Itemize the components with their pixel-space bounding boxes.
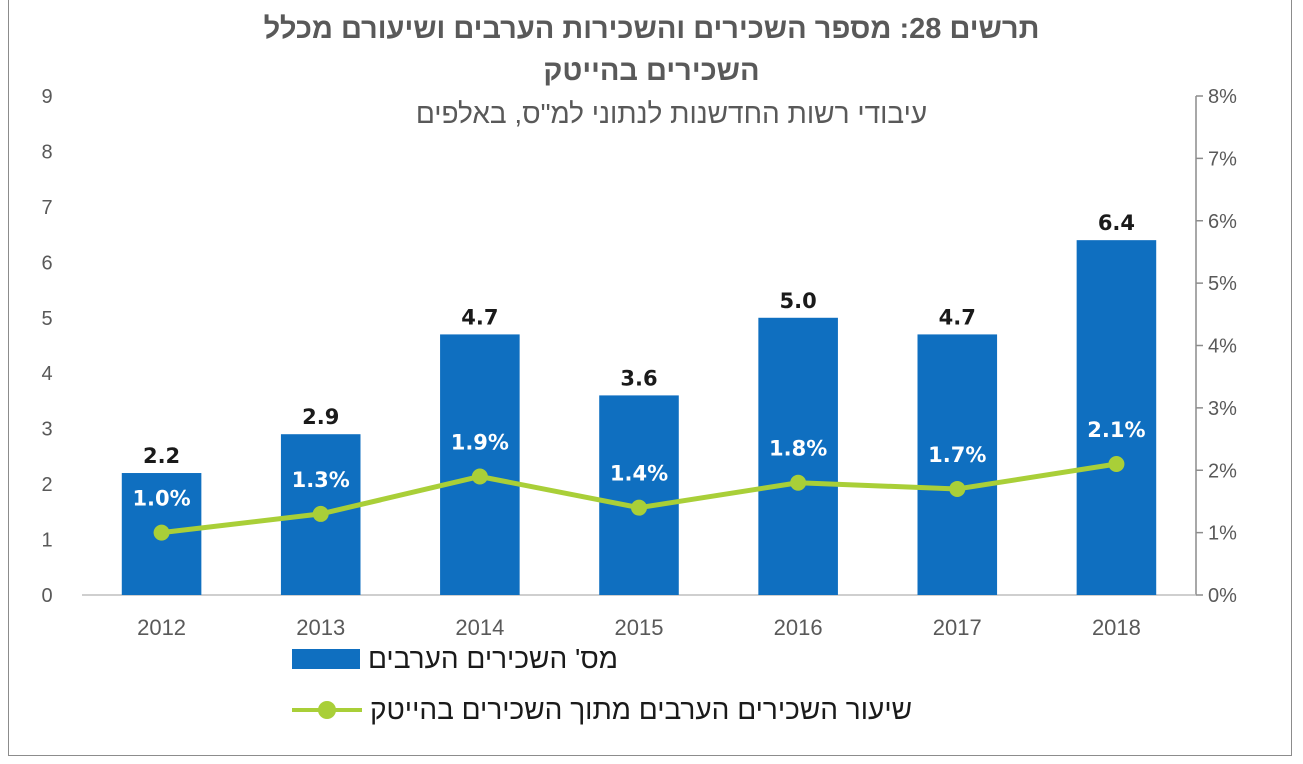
line-value-label: 1.7% — [928, 443, 986, 467]
line-point — [790, 474, 807, 491]
left-axis-tick: 5 — [41, 308, 52, 330]
legend-swatch-line — [292, 700, 362, 720]
line-value-label: 1.9% — [451, 430, 509, 454]
chart-title-line2: השכירים בהייטק — [543, 55, 760, 87]
legend-swatch-bars — [292, 649, 360, 669]
right-axis-tick: 2% — [1208, 460, 1237, 482]
legend-item-line: שיעור השכירים הערבים מתוך השכירים בהייטק — [292, 694, 912, 726]
left-axis-tick: 2 — [41, 474, 52, 496]
x-axis-tick: 2016 — [774, 615, 823, 640]
bar-value-label: 4.7 — [461, 305, 498, 329]
right-axis-tick: 0% — [1208, 585, 1237, 607]
left-axis-tick: 8 — [41, 141, 52, 163]
x-axis-tick: 2012 — [137, 615, 186, 640]
line-point — [312, 505, 329, 522]
bar — [758, 317, 838, 595]
line-value-label: 1.8% — [769, 437, 827, 461]
x-axis-tick: 2013 — [296, 615, 345, 640]
bar — [599, 395, 679, 595]
line-value-label: 2.1% — [1087, 418, 1145, 442]
line-value-label: 1.0% — [132, 487, 190, 511]
x-axis-tick: 2015 — [615, 615, 664, 640]
right-axis-tick: 6% — [1208, 211, 1237, 233]
bar-value-label: 4.7 — [939, 305, 976, 329]
x-axis-tick: 2014 — [455, 615, 504, 640]
line-point — [153, 524, 170, 541]
line-point — [1108, 456, 1125, 473]
bar — [1076, 240, 1157, 595]
right-axis-tick: 5% — [1208, 273, 1237, 295]
bar — [917, 334, 998, 595]
chart-subtitle: עיבודי רשות החדשנות לנתוני למ"ס, באלפים — [415, 98, 928, 129]
bar-value-label: 2.2 — [143, 444, 180, 468]
bar-value-label: 6.4 — [1098, 211, 1135, 235]
bar — [440, 334, 520, 595]
x-axis-tick: 2018 — [1092, 615, 1141, 640]
line-point — [631, 499, 647, 516]
left-axis-tick: 0 — [41, 585, 52, 607]
right-axis-tick: 1% — [1208, 523, 1237, 545]
right-axis-tick: 4% — [1208, 336, 1237, 358]
right-axis-tick: 7% — [1208, 148, 1237, 170]
bar-value-label: 3.6 — [620, 366, 657, 390]
line-point — [949, 480, 966, 497]
legend-label-bars: מס' השכירים הערבים — [368, 643, 618, 674]
line-value-label: 1.4% — [610, 462, 668, 486]
chart-title-line1: תרשים 28: מספר השכירים והשכירות הערבים ו… — [263, 13, 1040, 45]
right-axis-tick: 8% — [1208, 86, 1237, 108]
bar-value-label: 5.0 — [780, 289, 817, 313]
bar-value-label: 2.9 — [302, 405, 339, 429]
left-axis-tick: 6 — [41, 252, 52, 274]
line-value-label: 1.3% — [292, 468, 350, 492]
legend-label-line: שיעור השכירים הערבים מתוך השכירים בהייטק — [370, 694, 913, 725]
right-axis-tick: 3% — [1208, 398, 1237, 420]
legend-item-bars: מס' השכירים הערבים — [292, 643, 618, 675]
left-axis-tick: 9 — [41, 86, 52, 108]
left-axis-tick: 7 — [41, 197, 52, 219]
left-axis-tick: 4 — [41, 363, 52, 385]
left-axis-tick: 1 — [41, 530, 52, 552]
left-axis-tick: 3 — [41, 419, 52, 441]
line-point — [471, 468, 488, 485]
x-axis-tick: 2017 — [933, 615, 982, 640]
